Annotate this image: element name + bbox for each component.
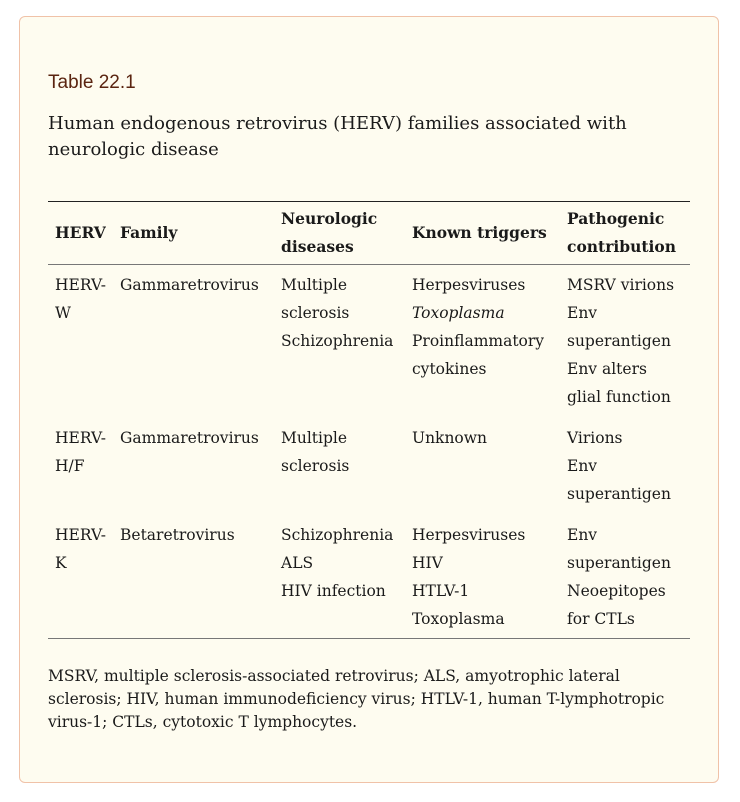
cell-line: Env superantigen (567, 526, 671, 572)
cell-herv: HERV-K (48, 516, 113, 639)
table-row: HERV-H/F Gammaretrovirus Multiple sclerosi… (48, 419, 690, 516)
cell-triggers: Herpesviruses HIV HTLV-1 Toxoplasma (405, 516, 560, 639)
cell-diseases: Schizophrenia ALS HIV infection (274, 516, 405, 639)
cell-line: Schizophrenia (281, 526, 394, 544)
header-family: Family (120, 223, 178, 242)
cell-line: Gammaretrovirus (120, 429, 259, 447)
table-footnote: MSRV, multiple sclerosis-associated retr… (48, 667, 665, 731)
table-row: HERV-K Betaretrovirus Schizophrenia ALS HIV … (48, 516, 690, 639)
cell-line: Virions (567, 429, 623, 447)
cell-line: Betaretrovirus (120, 526, 235, 544)
header-row: HERV Family Neurologic diseases Known tr… (48, 201, 690, 265)
cell-line: ALS (281, 554, 314, 572)
cell-family: Gammaretrovirus (113, 419, 274, 516)
table-label: Table 22.1 (48, 72, 136, 93)
cell-line: Herpesviruses (412, 276, 526, 294)
cell-family: Gammaretrovirus (113, 265, 274, 420)
cell-line: Herpesviruses (412, 526, 526, 544)
cell-diseases: Multiple sclerosis (274, 419, 405, 516)
cell-line: MSRV virions (567, 276, 675, 294)
cell-contribution: MSRV virions Env superantigen Env alters g… (560, 265, 690, 420)
cell-line: Env superantigen (567, 304, 671, 350)
cell-line: Proinflammatory cytokines (412, 332, 545, 378)
cell-line: Unknown (412, 429, 488, 447)
cell-line: HERV-H/F (55, 429, 106, 475)
cell-herv: HERV-W (48, 265, 113, 420)
cell-line: Schizophrenia (281, 332, 394, 350)
cell-line: Env superantigen (567, 457, 671, 503)
cell-line: Multiple sclerosis (281, 276, 350, 322)
cell-line: HERV-K (55, 526, 106, 572)
table-row: HERV-W Gammaretrovirus Multiple sclerosis S… (48, 265, 690, 420)
cell-triggers: Unknown (405, 419, 560, 516)
header-herv: HERV (55, 223, 106, 242)
cell-line: Toxoplasma (412, 610, 505, 628)
cell-line: Env alters glial function (567, 360, 671, 406)
header-triggers: Known triggers (412, 223, 547, 242)
cell-herv: HERV-H/F (48, 419, 113, 516)
herv-table: HERV Family Neurologic diseases Known tr… (48, 201, 690, 639)
cell-line: HERV-W (55, 276, 106, 322)
cell-contribution: Virions Env superantigen (560, 419, 690, 516)
cell-line: Neoepitopes for CTLs (567, 582, 666, 628)
cell-line: HIV (412, 554, 443, 572)
table-caption: Human endogenous retrovirus (HERV) famil… (48, 113, 627, 160)
header-diseases: Neurologic diseases (281, 209, 378, 256)
cell-family: Betaretrovirus (113, 516, 274, 639)
cell-contribution: Env superantigen Neoepitopes for CTLs (560, 516, 690, 639)
header-contribution: Pathogenic contribution (567, 209, 677, 256)
cell-line: HTLV-1 (412, 582, 470, 600)
cell-line: Toxoplasma (412, 304, 505, 322)
table-card: Table 22.1 Human endogenous retrovirus (… (19, 16, 719, 783)
cell-line: Gammaretrovirus (120, 276, 259, 294)
cell-line: Multiple sclerosis (281, 429, 350, 475)
cell-line: HIV infection (281, 582, 386, 600)
cell-diseases: Multiple sclerosis Schizophrenia (274, 265, 405, 420)
cell-triggers: Herpesviruses Toxoplasma Proinflammatory c… (405, 265, 560, 420)
